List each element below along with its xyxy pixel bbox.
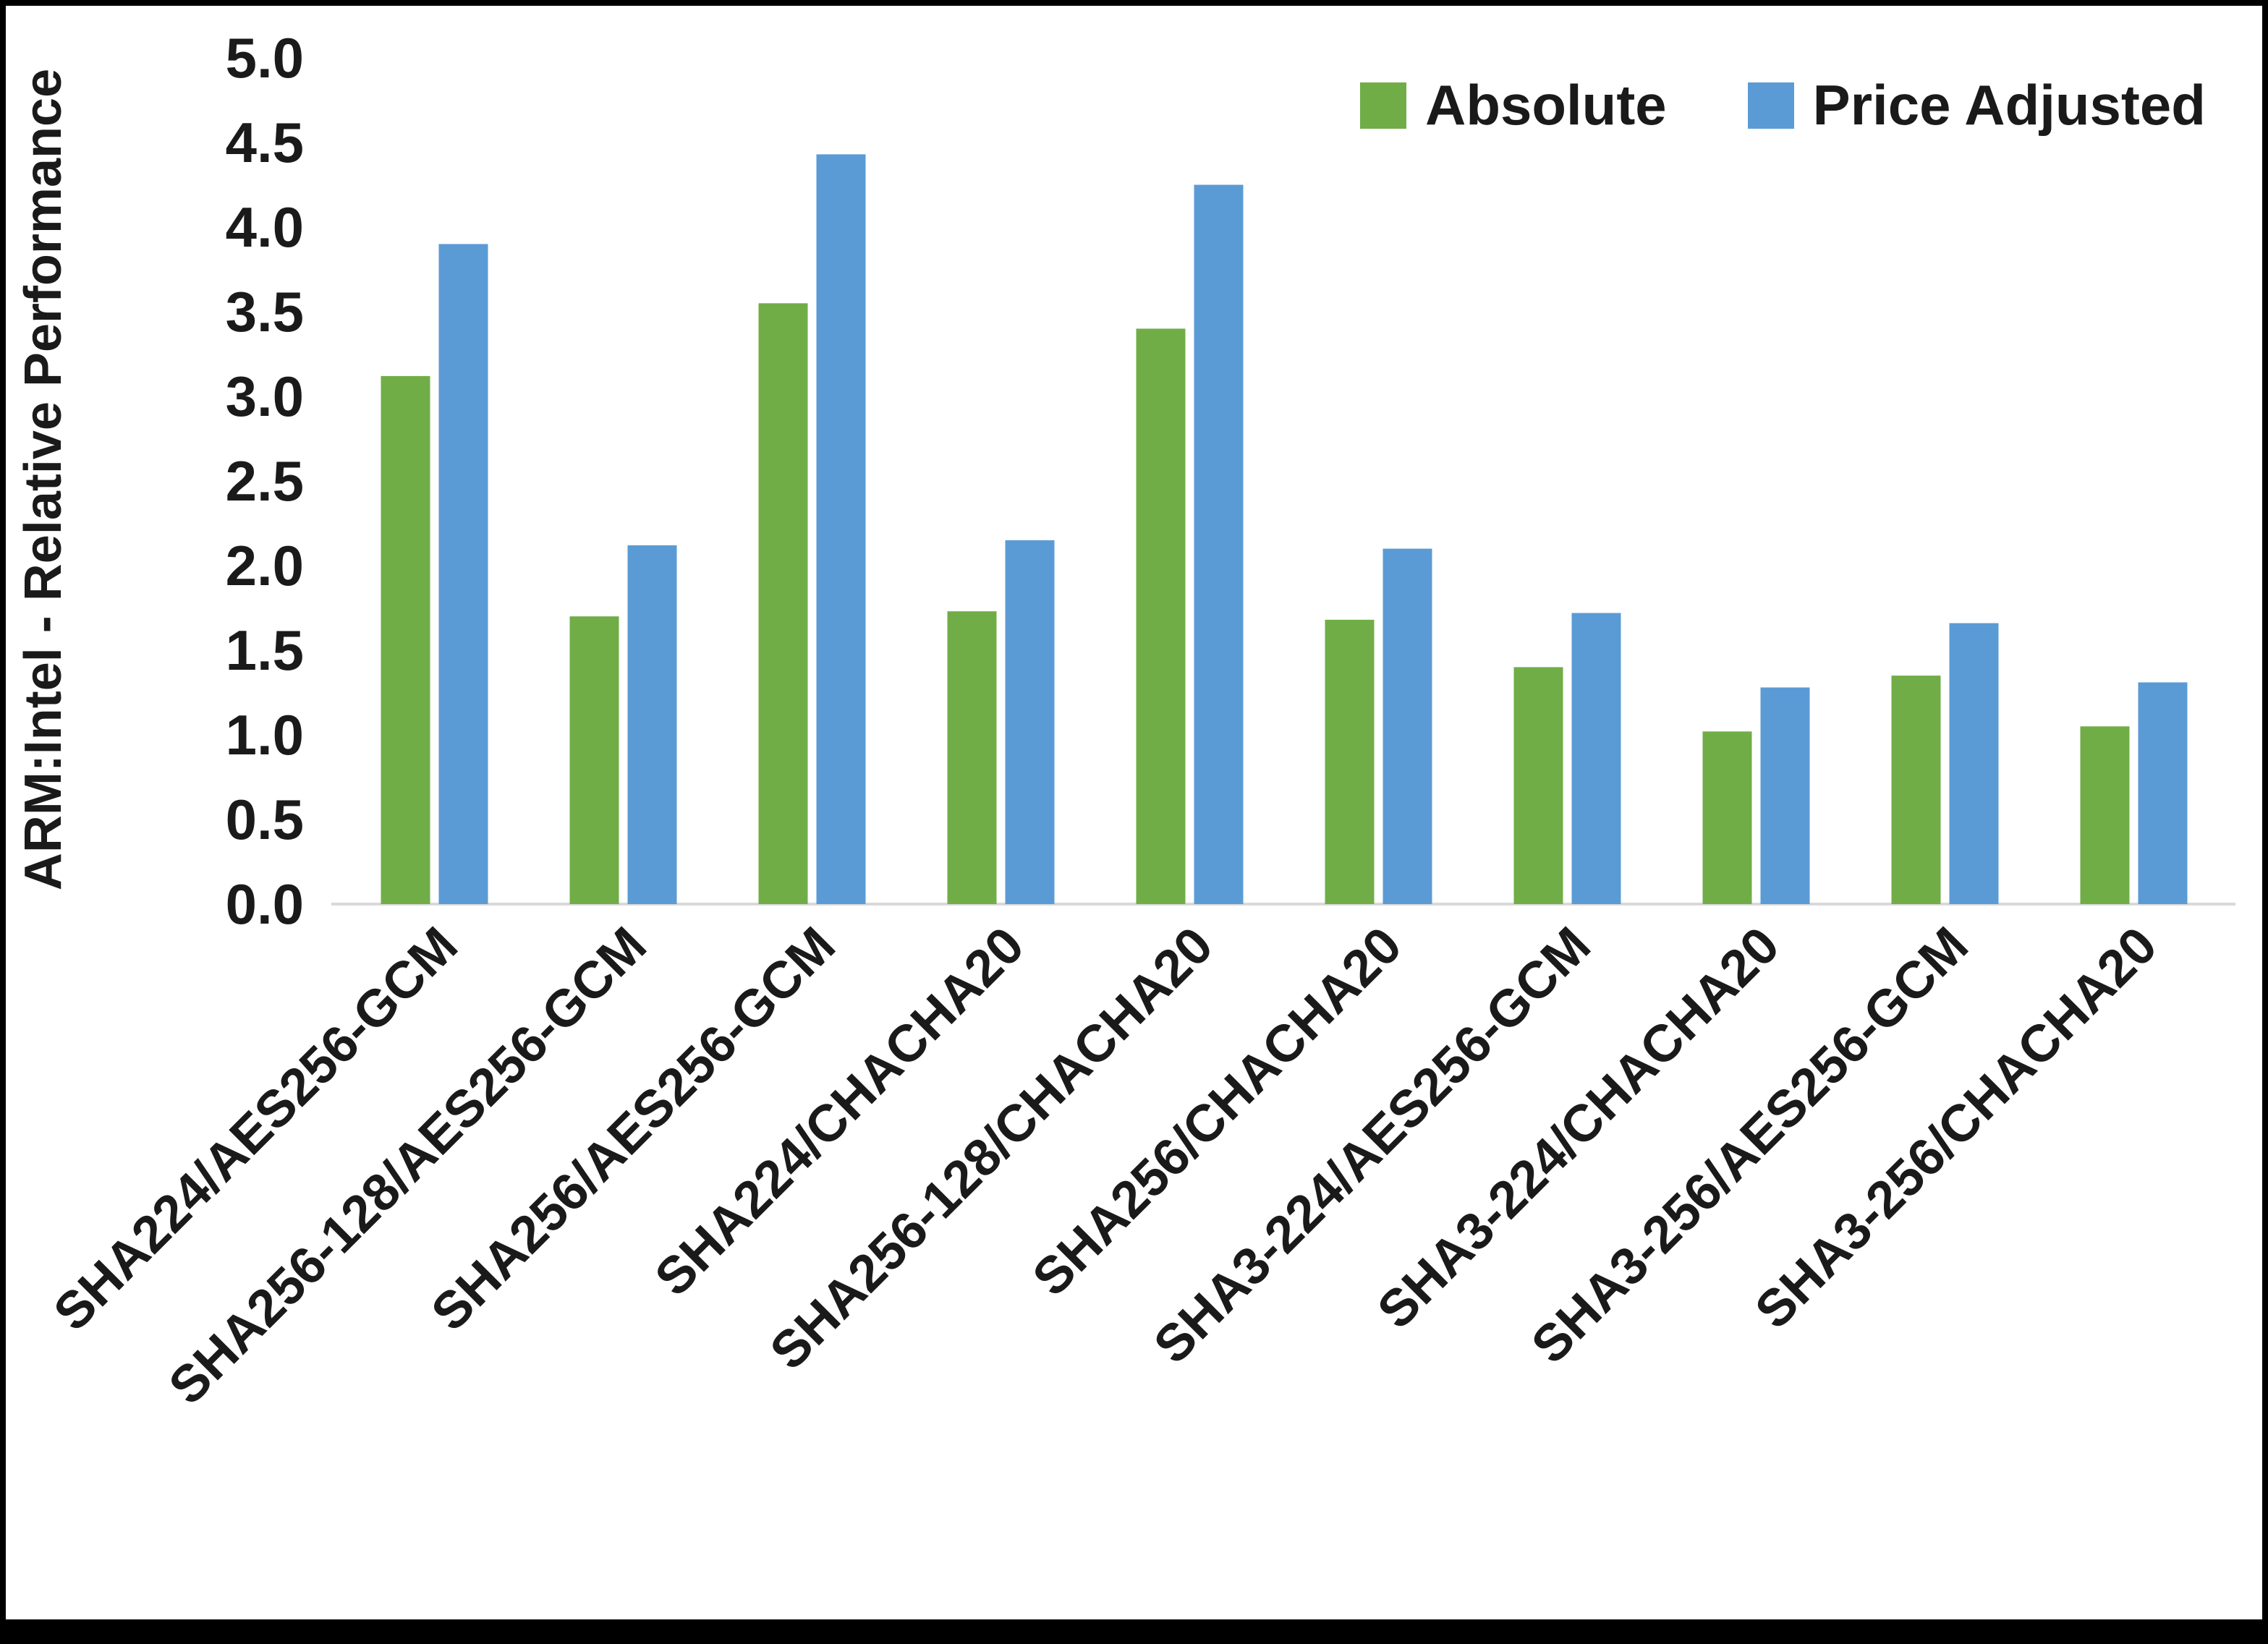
legend-item-price-adjusted: Price Adjusted <box>1747 72 2206 138</box>
chart-legend: Absolute Price Adjusted <box>1360 72 2206 138</box>
bar-price-adjusted <box>816 154 866 904</box>
y-tick-label: 3.5 <box>226 280 304 344</box>
bar-absolute <box>569 616 619 904</box>
bar-price-adjusted <box>1383 548 1432 904</box>
legend-label-price-adjusted: Price Adjusted <box>1812 73 2206 137</box>
bar-price-adjusted <box>1194 184 1244 904</box>
y-tick-label: 4.0 <box>226 195 304 259</box>
y-axis-title: ARM:Intel - Relative Performance <box>14 68 72 891</box>
bar-absolute <box>381 375 430 904</box>
legend-label-absolute: Absolute <box>1425 73 1667 137</box>
bar-absolute <box>1891 676 1941 904</box>
y-tick-label: 5.0 <box>226 26 304 90</box>
y-tick-label: 2.0 <box>226 534 304 597</box>
bar-price-adjusted <box>1760 687 1810 904</box>
bar-price-adjusted <box>1949 623 1999 904</box>
chart-canvas: 0.0 0.5 1.0 1.5 2.0 2.5 3.0 3.5 4.0 4.5 5.0 SHA224/… <box>43 26 2235 1415</box>
legend-swatch-absolute-icon <box>1360 82 1406 129</box>
y-tick-label: 3.0 <box>226 365 304 428</box>
x-category-label: SHA224/CHACHA20 <box>644 916 1035 1307</box>
legend-item-absolute: Absolute <box>1360 72 1667 138</box>
bar-price-adjusted <box>438 244 488 904</box>
bar-absolute <box>2080 726 2130 904</box>
bar-absolute <box>1702 731 1752 904</box>
x-category-label: SHA256/CHACHA20 <box>1022 916 1412 1307</box>
bar-price-adjusted <box>2138 682 2188 904</box>
y-tick-label: 4.5 <box>226 111 304 174</box>
y-tick-label: 1.0 <box>226 703 304 767</box>
y-tick-label: 0.5 <box>226 788 304 851</box>
bar-absolute <box>1513 667 1563 904</box>
y-tick-label: 2.5 <box>226 449 304 513</box>
y-tick-label: 0.0 <box>226 872 304 936</box>
bar-price-adjusted <box>627 545 677 904</box>
bar-absolute <box>758 303 808 904</box>
bar-absolute <box>947 611 997 904</box>
legend-swatch-price-adjusted-icon <box>1747 82 1794 129</box>
bar-price-adjusted <box>1571 613 1621 904</box>
bar-price-adjusted <box>1005 540 1055 904</box>
bar-absolute <box>1136 328 1186 904</box>
bar-absolute <box>1325 619 1375 904</box>
y-tick-label: 1.5 <box>226 618 304 682</box>
